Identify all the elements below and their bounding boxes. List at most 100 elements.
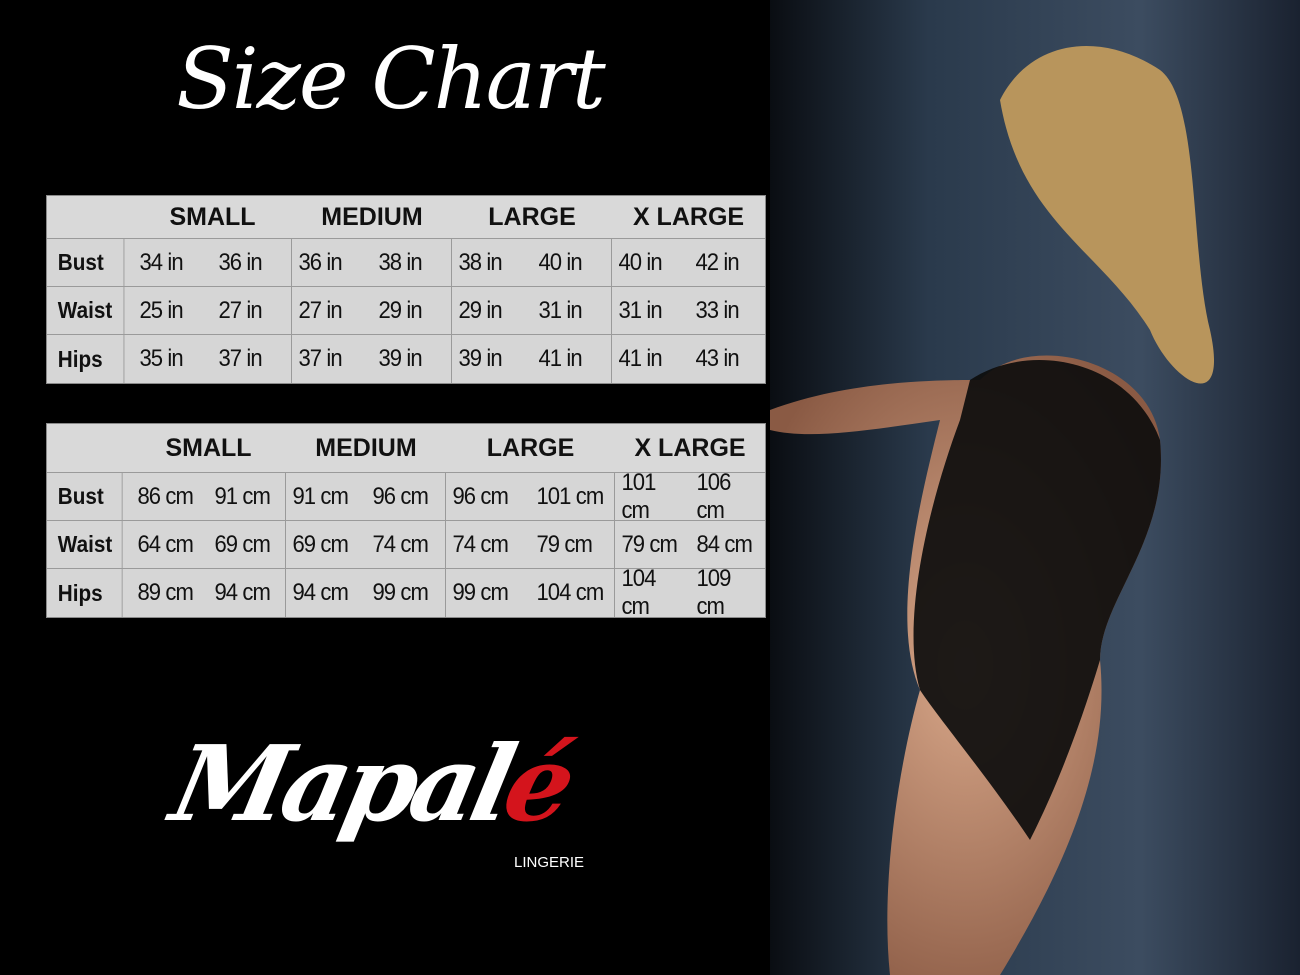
size-group: 96 cm 101 cm bbox=[446, 473, 615, 520]
size-group: 25 in 27 in bbox=[133, 287, 292, 334]
size-group: 36 in 38 in bbox=[292, 239, 452, 286]
size-group: 89 cm 94 cm bbox=[131, 569, 286, 617]
size-header: X LARGE bbox=[634, 433, 746, 462]
measurement-value: 99 cm bbox=[452, 579, 508, 606]
size-group: 34 in 36 in bbox=[133, 239, 292, 286]
measurement-value: 25 in bbox=[139, 296, 183, 324]
size-header: SMALL bbox=[165, 433, 252, 462]
size-group: 41 in 43 in bbox=[612, 335, 765, 383]
measurement-label: Hips bbox=[47, 335, 125, 383]
measurement-value: 101 cm bbox=[621, 468, 656, 524]
size-header: X LARGE bbox=[632, 202, 745, 231]
measurement-value: 99 cm bbox=[371, 579, 428, 606]
measurement-value: 27 in bbox=[218, 296, 262, 324]
measurement-value: 41 in bbox=[618, 345, 662, 372]
brand-logo-subtitle: LINGERIE bbox=[514, 854, 585, 871]
measurement-value: 31 in bbox=[537, 296, 582, 324]
size-group: 27 in 29 in bbox=[292, 287, 452, 334]
page-title: Size Chart bbox=[176, 30, 605, 128]
size-group: 79 cm 84 cm bbox=[615, 521, 765, 568]
table-row: Waist 25 in 27 in 27 in 29 in 29 in 31 in 31 in… bbox=[47, 287, 765, 335]
size-header: MEDIUM bbox=[321, 202, 423, 231]
measurement-value: 89 cm bbox=[137, 579, 193, 606]
measurement-value: 91 cm bbox=[214, 482, 270, 510]
measurement-label: Waist bbox=[47, 521, 123, 568]
size-table-cm: SMALL MEDIUM LARGE X LARGE Bust 86 cm 91 cm 91 … bbox=[46, 423, 766, 620]
measurement-value: 106 cm bbox=[696, 468, 731, 524]
header-blank-cell bbox=[47, 424, 131, 472]
measurement-value: 79 cm bbox=[536, 530, 592, 558]
measurement-value: 69 cm bbox=[292, 530, 348, 558]
measurement-value: 39 in bbox=[458, 345, 502, 372]
table-row: Waist 64 cm 69 cm 69 cm 74 cm 74 cm 79 cm 79 cm… bbox=[47, 521, 765, 569]
measurement-value: 104 cm bbox=[621, 565, 656, 620]
measurement-value: 42 in bbox=[694, 248, 739, 276]
table-row: Hips 89 cm 94 cm 94 cm 99 cm 99 cm 104 cm 104 c… bbox=[47, 565, 765, 620]
size-group: 86 cm 91 cm bbox=[131, 473, 286, 520]
header-blank-cell bbox=[47, 196, 133, 238]
size-group: 104 cm 109 cm bbox=[615, 565, 765, 620]
measurement-value: 40 in bbox=[537, 248, 582, 276]
measurement-value: 43 in bbox=[694, 345, 739, 372]
measurement-value: 109 cm bbox=[696, 565, 731, 620]
size-group: 37 in 39 in bbox=[292, 335, 452, 383]
measurement-value: 64 cm bbox=[137, 530, 193, 558]
measurement-value: 96 cm bbox=[452, 482, 508, 510]
size-header: LARGE bbox=[486, 433, 575, 462]
size-group: 69 cm 74 cm bbox=[286, 521, 446, 568]
measurement-value: 84 cm bbox=[696, 530, 752, 558]
measurement-value: 36 in bbox=[298, 248, 342, 276]
measurement-label: Bust bbox=[47, 239, 125, 286]
measurement-value: 27 in bbox=[298, 296, 342, 324]
size-group: 101 cm 106 cm bbox=[615, 468, 765, 524]
measurement-value: 40 in bbox=[618, 248, 662, 276]
measurement-label: Waist bbox=[47, 287, 125, 334]
table-header-row: SMALL MEDIUM LARGE X LARGE bbox=[47, 424, 765, 473]
size-group: 29 in 31 in bbox=[452, 287, 612, 334]
measurement-value: 38 in bbox=[377, 248, 422, 276]
size-group: 38 in 40 in bbox=[452, 239, 612, 286]
measurement-value: 74 cm bbox=[371, 530, 428, 558]
measurement-value: 101 cm bbox=[536, 482, 604, 510]
measurement-value: 104 cm bbox=[536, 579, 604, 606]
size-header: MEDIUM bbox=[315, 433, 417, 462]
measurement-value: 35 in bbox=[139, 345, 183, 372]
size-header: LARGE bbox=[488, 202, 576, 231]
measurement-value: 96 cm bbox=[371, 482, 428, 510]
size-group: 64 cm 69 cm bbox=[131, 521, 286, 568]
measurement-value: 91 cm bbox=[292, 482, 348, 510]
measurement-value: 79 cm bbox=[621, 530, 677, 558]
table-row: Hips 35 in 37 in 37 in 39 in 39 in 41 in 41 in 4… bbox=[47, 335, 765, 383]
size-group: 91 cm 96 cm bbox=[286, 473, 446, 520]
measurement-value: 74 cm bbox=[452, 530, 508, 558]
measurement-value: 29 in bbox=[377, 296, 422, 324]
size-group: 74 cm 79 cm bbox=[446, 521, 615, 568]
size-group: 35 in 37 in bbox=[133, 335, 292, 383]
measurement-value: 69 cm bbox=[214, 530, 270, 558]
table-row: Bust 86 cm 91 cm 91 cm 96 cm 96 cm 101 cm 101 c… bbox=[47, 468, 765, 524]
measurement-value: 38 in bbox=[458, 248, 502, 276]
model-photo bbox=[770, 0, 1300, 975]
measurement-label: Hips bbox=[47, 569, 123, 617]
table-row: Bust 34 in 36 in 36 in 38 in 38 in 40 in 40 in 4… bbox=[47, 239, 765, 287]
measurement-value: 37 in bbox=[218, 345, 262, 372]
measurement-value: 33 in bbox=[694, 296, 739, 324]
measurement-value: 94 cm bbox=[214, 579, 270, 606]
measurement-value: 86 cm bbox=[137, 482, 193, 510]
table-header-row: SMALL MEDIUM LARGE X LARGE bbox=[47, 196, 765, 239]
measurement-label: Bust bbox=[47, 473, 123, 520]
measurement-value: 36 in bbox=[218, 248, 262, 276]
size-group: 40 in 42 in bbox=[612, 239, 765, 286]
measurement-value: 41 in bbox=[537, 345, 582, 372]
size-group: 39 in 41 in bbox=[452, 335, 612, 383]
size-header: SMALL bbox=[169, 202, 256, 231]
brand-logo: Mapalé bbox=[161, 722, 581, 845]
measurement-value: 34 in bbox=[139, 248, 183, 276]
measurement-value: 29 in bbox=[458, 296, 502, 324]
size-table-inches: SMALL MEDIUM LARGE X LARGE Bust 34 in 36 in 36 … bbox=[46, 195, 766, 384]
measurement-value: 31 in bbox=[618, 296, 662, 324]
size-group: 99 cm 104 cm bbox=[446, 569, 615, 617]
size-group: 31 in 33 in bbox=[612, 287, 765, 334]
size-group: 94 cm 99 cm bbox=[286, 569, 446, 617]
measurement-value: 37 in bbox=[298, 345, 342, 372]
